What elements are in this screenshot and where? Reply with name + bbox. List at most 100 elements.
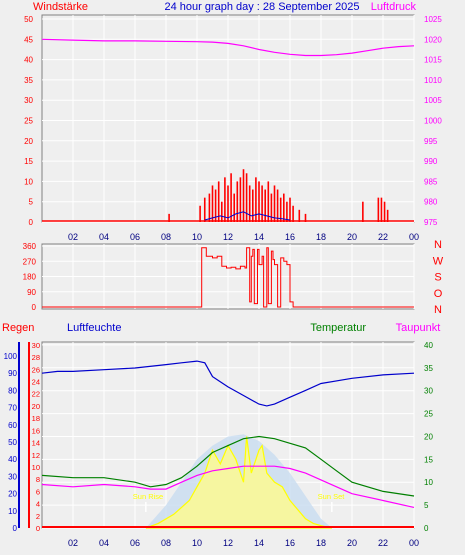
pressure-tick-1025: 1025 bbox=[424, 15, 442, 24]
temp-tick-10: 10 bbox=[424, 478, 433, 487]
rain-tick-30: 30 bbox=[32, 341, 40, 350]
temp-tick-25: 25 bbox=[424, 410, 433, 419]
rain-tick-24: 24 bbox=[32, 378, 40, 387]
rain-axis-label: Regen bbox=[2, 322, 34, 334]
humidity-tick-60: 60 bbox=[8, 421, 17, 430]
wind-tick-20: 20 bbox=[24, 137, 33, 146]
humidity-tick-80: 80 bbox=[8, 386, 17, 395]
dewpoint-line bbox=[41, 465, 415, 508]
x-tick-label-3-16: 16 bbox=[285, 538, 295, 548]
humidity-tick-20: 20 bbox=[8, 490, 17, 499]
x-tick-label-1-20: 20 bbox=[347, 232, 357, 242]
pressure-tick-1005: 1005 bbox=[424, 96, 442, 105]
x-tick-label-1-08: 08 bbox=[161, 232, 171, 242]
x-tick-label-3-12: 12 bbox=[223, 538, 233, 548]
direction-label-N-0: N bbox=[434, 239, 442, 251]
humidity-tick-10: 10 bbox=[8, 507, 17, 516]
wind-direction-line bbox=[42, 247, 414, 308]
pressure-tick-980: 980 bbox=[424, 198, 438, 207]
direction-label-O-3: O bbox=[434, 288, 443, 300]
wind-tick-15: 15 bbox=[24, 157, 33, 166]
humidity-line bbox=[41, 360, 415, 407]
wind-tick-35: 35 bbox=[24, 76, 33, 85]
x-tick-label-1-12: 12 bbox=[223, 232, 233, 242]
wind-tick-25: 25 bbox=[24, 117, 33, 126]
temp-tick-5: 5 bbox=[424, 501, 429, 510]
direction-tick-180: 180 bbox=[23, 273, 37, 282]
x-tick-label-3-02: 02 bbox=[68, 538, 78, 548]
rain-tick-20: 20 bbox=[32, 402, 40, 411]
rain-tick-26: 26 bbox=[32, 365, 40, 374]
wind-tick-50: 50 bbox=[24, 15, 33, 24]
temp-tick-30: 30 bbox=[424, 387, 433, 396]
wind-average-line bbox=[204, 211, 291, 221]
x-tick-label-3-08: 08 bbox=[161, 538, 171, 548]
humidity-tick-30: 30 bbox=[8, 472, 17, 481]
pressure-tick-1010: 1010 bbox=[424, 76, 442, 85]
humidity-tick-50: 50 bbox=[8, 438, 17, 447]
wind-tick-5: 5 bbox=[29, 198, 34, 207]
pressure-tick-990: 990 bbox=[424, 157, 438, 166]
x-tick-label-3-20: 20 bbox=[347, 538, 357, 548]
x-tick-label-3-06: 06 bbox=[130, 538, 140, 548]
x-tick-label-1-00: 00 bbox=[409, 232, 419, 242]
rain-tick-10: 10 bbox=[32, 463, 40, 472]
header-pressure-label: Luftdruck bbox=[371, 1, 417, 13]
x-tick-label-1-02: 02 bbox=[68, 232, 78, 242]
solar-radiation-area bbox=[145, 436, 333, 529]
x-tick-label-1-06: 06 bbox=[130, 232, 140, 242]
wind-tick-0: 0 bbox=[29, 218, 34, 227]
humidity-tick-70: 70 bbox=[8, 404, 17, 413]
header-title: 24 hour graph day : 28 September 2025 bbox=[164, 1, 359, 13]
rain-tick-4: 4 bbox=[36, 500, 40, 509]
x-tick-label-3-14: 14 bbox=[254, 538, 264, 548]
x-tick-label-3-22: 22 bbox=[378, 538, 388, 548]
rain-tick-8: 8 bbox=[36, 475, 40, 484]
wind-tick-40: 40 bbox=[24, 56, 33, 65]
direction-tick-270: 270 bbox=[23, 257, 37, 266]
pressure-tick-995: 995 bbox=[424, 137, 438, 146]
direction-tick-0: 0 bbox=[32, 303, 37, 312]
temp-tick-35: 35 bbox=[424, 364, 433, 373]
humidity-axis-label: Luftfeuchte bbox=[67, 322, 121, 334]
x-tick-label-1-14: 14 bbox=[254, 232, 264, 242]
rain-tick-12: 12 bbox=[32, 451, 40, 460]
wind-tick-10: 10 bbox=[24, 177, 33, 186]
temperature-line bbox=[41, 435, 415, 497]
x-tick-label-3-10: 10 bbox=[192, 538, 202, 548]
rain-tick-6: 6 bbox=[36, 487, 40, 496]
pressure-tick-1015: 1015 bbox=[424, 56, 442, 65]
direction-tick-90: 90 bbox=[27, 288, 36, 297]
rain-tick-22: 22 bbox=[32, 390, 40, 399]
direction-label-W-1: W bbox=[433, 255, 444, 267]
rain-tick-2: 2 bbox=[36, 512, 40, 521]
humidity-tick-40: 40 bbox=[8, 455, 17, 464]
humidity-tick-90: 90 bbox=[8, 369, 17, 378]
temp-tick-15: 15 bbox=[424, 455, 433, 464]
rain-tick-16: 16 bbox=[32, 426, 40, 435]
rain-tick-14: 14 bbox=[32, 439, 40, 448]
x-tick-label-1-16: 16 bbox=[285, 232, 295, 242]
pressure-tick-1000: 1000 bbox=[424, 117, 442, 126]
temp-tick-40: 40 bbox=[424, 341, 433, 350]
humidity-tick-100: 100 bbox=[4, 352, 18, 361]
rain-tick-28: 28 bbox=[32, 353, 40, 362]
sun-set-label: Sun Set bbox=[318, 492, 346, 501]
temp-tick-0: 0 bbox=[424, 524, 429, 533]
humidity-tick-0: 0 bbox=[13, 524, 18, 533]
temp-tick-20: 20 bbox=[424, 432, 433, 441]
pressure-tick-1020: 1020 bbox=[424, 35, 442, 44]
x-tick-label-3-04: 04 bbox=[99, 538, 109, 548]
header-wind-label: Windstärke bbox=[33, 1, 88, 13]
sun-rise-label: Sun Rise bbox=[133, 492, 163, 501]
x-tick-label-1-22: 22 bbox=[378, 232, 388, 242]
temperature-axis-label: Temperatur bbox=[310, 322, 366, 334]
direction-label-N-4: N bbox=[434, 304, 442, 316]
dewpoint-axis-label: Taupunkt bbox=[396, 322, 441, 334]
pressure-tick-975: 975 bbox=[424, 218, 438, 227]
wind-tick-45: 45 bbox=[24, 35, 33, 44]
rain-tick-0: 0 bbox=[36, 524, 40, 533]
wind-tick-30: 30 bbox=[24, 96, 33, 105]
